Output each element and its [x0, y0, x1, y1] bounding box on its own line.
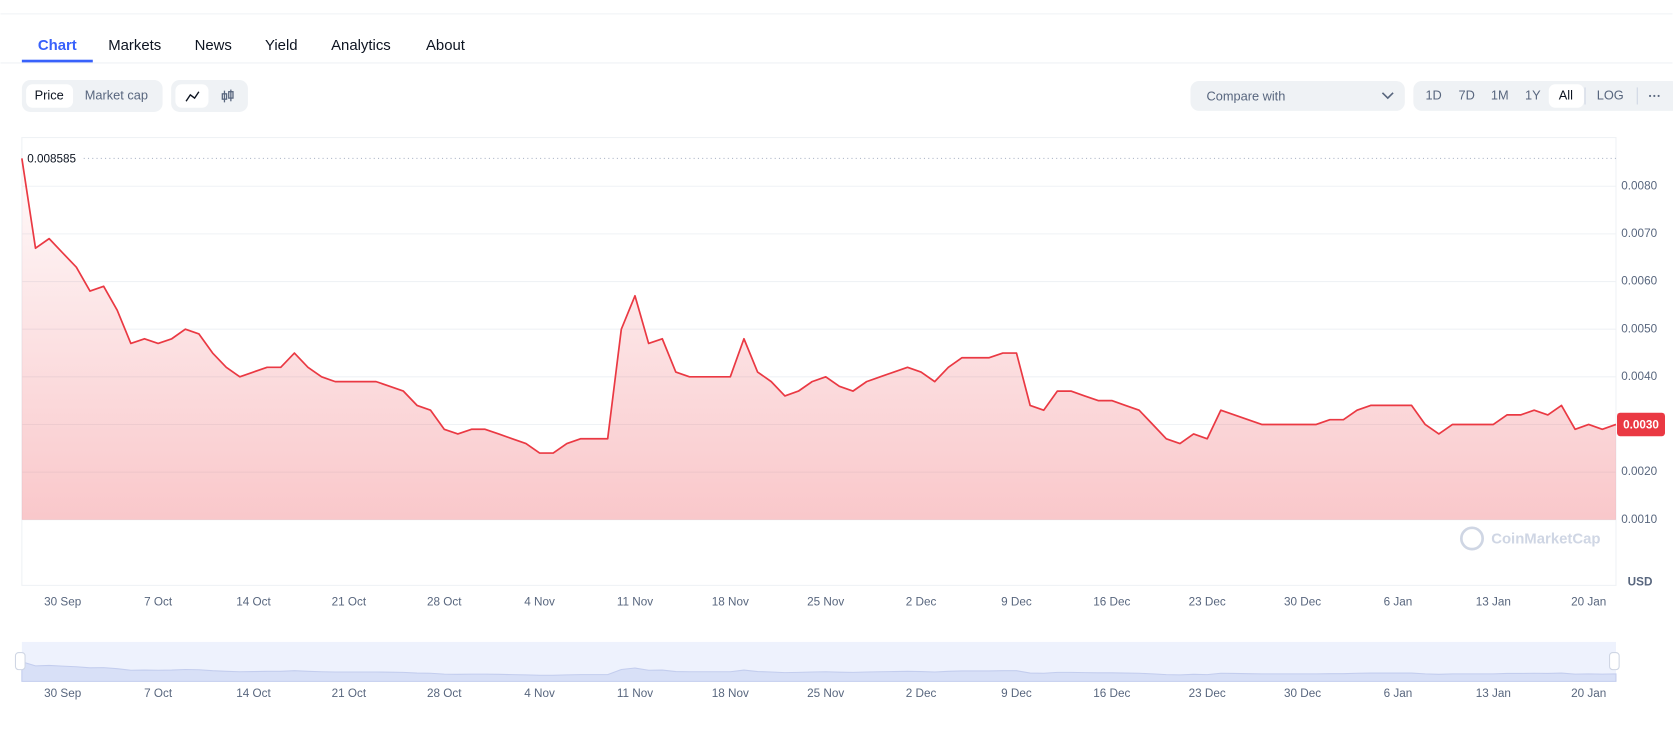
nav-tick-label: 21 Oct — [332, 687, 367, 700]
navigator-area — [21, 661, 1617, 682]
tab-underline — [21, 59, 93, 63]
y-tick-label: 0.0040 — [1621, 370, 1657, 383]
nav-tick-label: 4 Nov — [524, 687, 555, 700]
y-tick-label: 0.0020 — [1621, 465, 1657, 478]
tab-bar: Chart Markets News Yield Analytics About — [21, 37, 466, 63]
range-button[interactable]: 7D — [1459, 87, 1475, 102]
more-icon[interactable] — [1649, 94, 1660, 98]
navigator-plot: 30 Sep 7 Oct 14 Oct 21 Oct 28 Oct 4 Nov 11 Nov… — [21, 661, 1617, 700]
tab[interactable]: About — [426, 37, 466, 54]
x-tick-label: 25 Nov — [807, 596, 844, 609]
range-group — [1413, 81, 1673, 111]
price-line — [21, 158, 1617, 454]
x-tick-label: 2 Dec — [906, 596, 937, 609]
mode-button[interactable]: Price — [35, 87, 64, 102]
x-tick-label: 9 Dec — [1001, 596, 1032, 609]
x-tick-label: 23 Dec — [1189, 596, 1226, 609]
x-tick-label: 4 Nov — [524, 596, 555, 609]
mode-active-bg — [26, 84, 74, 108]
nav-tick-label: 14 Oct — [236, 687, 271, 700]
x-tick-label: 16 Dec — [1093, 596, 1130, 609]
x-tick-label: 11 Nov — [617, 596, 653, 609]
candle-icon[interactable] — [221, 89, 234, 103]
tab[interactable]: Yield — [265, 37, 298, 54]
watermark-text: CoinMarketCap — [1491, 530, 1600, 547]
nav-tick-label: 18 Nov — [712, 687, 749, 700]
nav-tick-label: 13 Jan — [1476, 687, 1511, 700]
x-tick-label: 7 Oct — [144, 596, 173, 609]
y-tick-label: 0.0010 — [1621, 513, 1657, 526]
nav-handle-right[interactable] — [1609, 652, 1620, 671]
range-button[interactable]: 1M — [1491, 87, 1509, 102]
compare-dropdown[interactable] — [1190, 81, 1405, 111]
range-active-bg — [1548, 84, 1584, 108]
x-tick-label: 14 Oct — [236, 596, 271, 609]
tab[interactable]: Chart — [38, 37, 77, 54]
nav-tick-label: 6 Jan — [1384, 687, 1413, 700]
y-tick-label: 0.0060 — [1621, 275, 1657, 288]
x-tick-label: 30 Dec — [1284, 596, 1321, 609]
line-icon — [185, 91, 200, 102]
nav-tick-label: 11 Nov — [617, 687, 653, 700]
tab[interactable]: Markets — [108, 37, 161, 54]
y-tick-label: 0.0080 — [1621, 179, 1657, 192]
nav-handle-left[interactable] — [14, 652, 26, 671]
range-buttons: 1D 7D 1M 1Y All — [1425, 84, 1584, 108]
current-price-tag — [1617, 412, 1666, 437]
nav-tick-label: 30 Dec — [1284, 687, 1321, 700]
tab[interactable]: News — [195, 37, 232, 54]
x-tick-label: 6 Jan — [1384, 596, 1413, 609]
range-button[interactable]: All — [1559, 87, 1573, 102]
y-tick-label: 0.0050 — [1621, 322, 1657, 335]
watermark: CoinMarketCap — [1460, 526, 1601, 551]
mode-buttons: Price Market cap — [26, 84, 148, 108]
nav-tick-label: 25 Nov — [807, 687, 844, 700]
x-tick-label: 13 Jan — [1476, 596, 1511, 609]
max-label: 0.008585 — [27, 153, 76, 166]
plot: 0.0010 0.0020 0.0030 0.0040 0.0050 0.0060 0.00… — [21, 153, 1666, 609]
nav-tick-label: 2 Dec — [906, 687, 937, 700]
price-area — [21, 158, 1616, 520]
log-button[interactable]: LOG — [1597, 87, 1624, 102]
nav-tick-label: 16 Dec — [1093, 687, 1130, 700]
x-tick-label: 20 Jan — [1571, 596, 1606, 609]
x-tick-label: 28 Oct — [427, 596, 462, 609]
tab[interactable]: Analytics — [331, 37, 391, 54]
x-tick-label: 30 Sep — [44, 596, 82, 609]
nav-tick-label: 7 Oct — [144, 687, 173, 700]
nav-tick-label: 9 Dec — [1001, 687, 1032, 700]
range-button[interactable]: 1D — [1425, 87, 1441, 102]
mode-button[interactable]: Market cap — [85, 87, 148, 102]
y-tick-label: 0.0070 — [1621, 227, 1657, 240]
y-unit: USD — [1628, 575, 1653, 588]
x-tick-label: 21 Oct — [332, 596, 367, 609]
compare-label: Compare with — [1206, 88, 1285, 103]
current-price-label: 0.0030 — [1623, 419, 1659, 432]
nav-tick-label: 23 Dec — [1189, 687, 1226, 700]
chevron-icon — [1381, 92, 1394, 100]
nav-tick-label: 28 Oct — [427, 687, 462, 700]
x-tick-label: 18 Nov — [712, 596, 749, 609]
nav-tick-label: 20 Jan — [1571, 687, 1606, 700]
nav-tick-label: 30 Sep — [44, 687, 82, 700]
range-button[interactable]: 1Y — [1525, 87, 1541, 102]
